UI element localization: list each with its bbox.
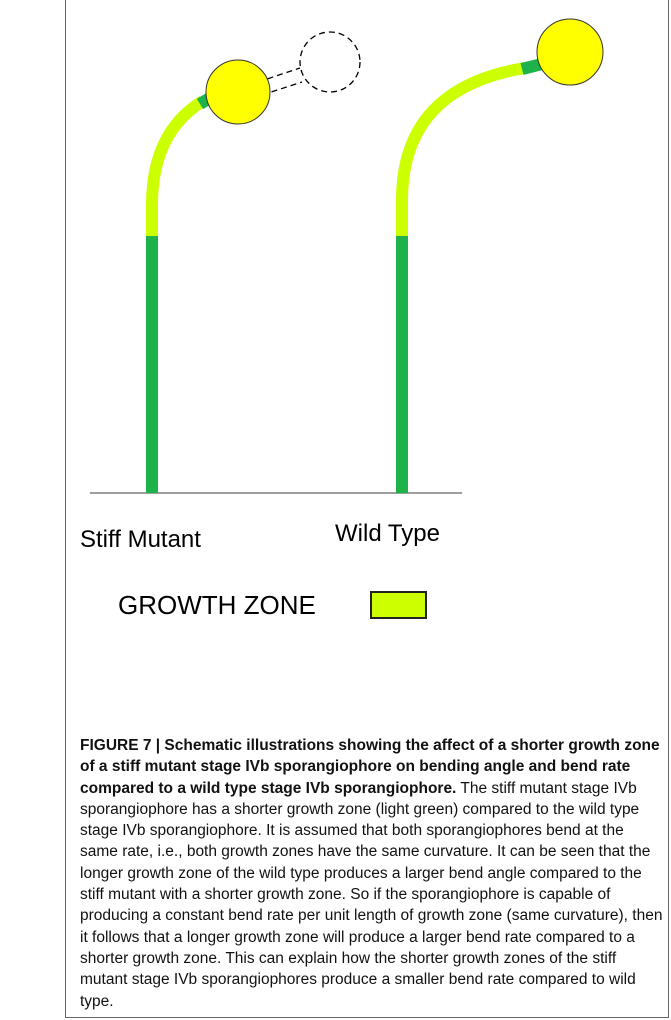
growth-zone bbox=[396, 62, 526, 236]
legend-swatch bbox=[370, 591, 427, 619]
legend-label: GROWTH ZONE bbox=[118, 590, 316, 620]
figure-frame bbox=[65, 0, 669, 1018]
sporangium bbox=[536, 18, 604, 86]
dashed-sporangium bbox=[299, 31, 361, 93]
dashed-link bbox=[257, 67, 303, 96]
stalk-tip bbox=[520, 58, 544, 75]
caption-text: The stiff mutant stage IVb sporangiophor… bbox=[80, 779, 663, 1010]
label: Wild Type bbox=[335, 520, 440, 547]
diagram: Stiff Mutant Wild Type GROWTH ZONE bbox=[80, 18, 604, 620]
caption-title: FIGURE 7 | Schematic illustrations showi… bbox=[80, 737, 660, 797]
sporangium bbox=[205, 59, 271, 125]
label: Stiff Mutant bbox=[80, 526, 201, 553]
caption: FIGURE 7 | Schematic illustrations showi… bbox=[80, 735, 665, 1012]
growth-zone bbox=[146, 95, 207, 236]
